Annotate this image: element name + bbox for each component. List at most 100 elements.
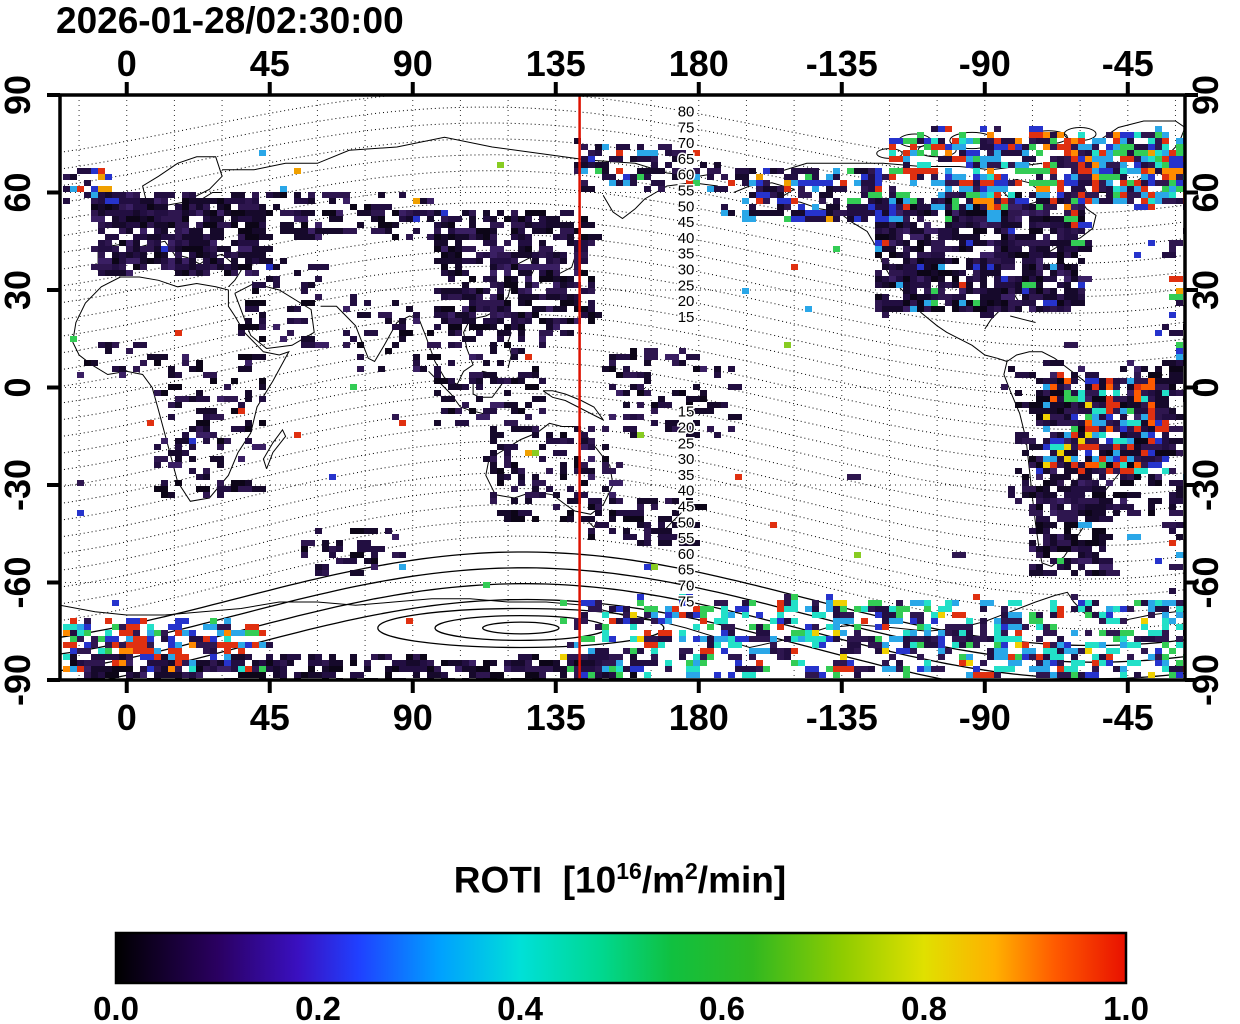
y-axis-tick-label-right: 60 — [1185, 172, 1226, 212]
colorbar-frame — [114, 931, 1128, 985]
x-axis-tick-label-top: 180 — [669, 43, 729, 84]
dip-contour-line — [60, 392, 1185, 480]
dip-contour-label: 40 — [678, 230, 695, 247]
roti-cluster-se-asia — [427, 330, 553, 426]
x-axis-tick-label-top: -90 — [959, 43, 1011, 84]
dip-contour-label: 45 — [678, 214, 695, 231]
x-axis-tick-label-bottom: -45 — [1102, 697, 1154, 738]
roti-cluster-antarctic-right-aurora — [560, 594, 1185, 678]
dip-contour-label: 75 — [678, 593, 695, 610]
y-axis-tick-label-left: 60 — [0, 172, 38, 212]
dip-contour-line — [60, 408, 1185, 497]
x-axis-tick-label-bottom: 180 — [669, 697, 729, 738]
dip-contour-line — [60, 376, 1185, 464]
roti-cluster-africa — [154, 354, 266, 498]
roti-cluster-north-america — [868, 192, 1092, 318]
coastline-path — [72, 276, 290, 502]
dip-contour-label: 25 — [678, 435, 695, 452]
colorbar-title-exp2: 2 — [685, 858, 698, 884]
roti-cluster-greenland-aurora — [1064, 138, 1185, 204]
dip-contour-label: 15 — [678, 309, 695, 326]
y-axis-tick-label-left: 30 — [0, 270, 38, 310]
dip-contour-line — [60, 201, 1185, 281]
dip-contour-label: 65 — [678, 562, 695, 579]
dip-contour-label: 20 — [678, 419, 695, 436]
y-axis-tick-label-right: -90 — [1185, 654, 1226, 706]
roti-cluster-west-pacific — [602, 348, 742, 438]
roti-cluster-siberia-arctic — [574, 138, 728, 192]
dip-contour-label: 30 — [678, 451, 695, 468]
timestamp: 2026-01-28/02:30:00 — [56, 0, 404, 41]
dip-contour-label: 60 — [678, 546, 695, 563]
dip-contour-label: 50 — [678, 198, 695, 215]
roti-cluster-east-asia — [434, 210, 602, 336]
dip-contour-label: 55 — [678, 182, 695, 199]
dip-contour-label: 35 — [678, 246, 695, 263]
y-axis-tick-label-left: 0 — [0, 377, 38, 397]
dip-contour-label: 60 — [678, 167, 695, 184]
x-axis-tick-label-bottom: -90 — [959, 697, 1011, 738]
y-axis-tick-label-right: 0 — [1185, 377, 1226, 397]
colorbar-tick-label: 0.8 — [901, 990, 947, 1024]
coastline-path — [1010, 315, 1036, 323]
x-axis-tick-label-bottom: 90 — [393, 697, 433, 738]
colorbar-gradient — [116, 933, 1126, 983]
coastline-path — [542, 390, 604, 421]
roti-cluster-antarctic-left-aurora — [63, 618, 273, 678]
dip-contour-label: 65 — [678, 151, 695, 168]
dip-contour-label: 25 — [678, 277, 695, 294]
dip-contour-label: 20 — [678, 293, 695, 310]
y-axis-tick-label-left: -90 — [0, 654, 38, 706]
dip-contour-labels: 8075706560555045403530252015152025303540… — [676, 102, 696, 612]
roti-cluster-iceland-north-atlantic — [63, 168, 119, 204]
roti-cluster-tasman-nz — [588, 498, 707, 546]
roti-cluster-west-africa — [77, 342, 168, 378]
x-axis-tick-label-top: 90 — [393, 43, 433, 84]
colorbar-tick-label: 0.0 — [93, 990, 139, 1024]
y-axis-tick-label-left: -60 — [0, 556, 38, 608]
coastline-path — [1003, 351, 1161, 567]
colorbar-title-suffix: /min] — [697, 859, 787, 901]
y-axis-tick-label-right: -60 — [1185, 556, 1226, 608]
x-axis-tick-label-bottom: 135 — [526, 697, 586, 738]
x-axis-tick-label-top: 135 — [526, 43, 586, 84]
colorbar-tick-label: 0.2 — [295, 990, 341, 1024]
dip-contour-oval — [377, 607, 665, 649]
y-axis-tick-label-right: -30 — [1185, 459, 1226, 511]
y-axis-tick-label-left: -30 — [0, 459, 38, 511]
dip-contour-line — [60, 535, 1185, 630]
dip-contour-line — [60, 361, 1185, 447]
x-axis-tick-label-bottom: 0 — [117, 697, 137, 738]
dip-contour-line — [60, 519, 1185, 613]
roti-pixels-layer — [63, 126, 1185, 680]
roti-cluster-s-indian-ocean — [301, 528, 406, 576]
colorbar-title: ROTI [1016/m2/min] — [0, 858, 1240, 901]
x-axis-tick-label-bottom: 45 — [250, 697, 290, 738]
dip-contour-label: 50 — [678, 514, 695, 531]
colorbar-title-prefix: ROTI [10 — [453, 859, 617, 901]
colorbar-title-mid: /m — [641, 859, 685, 901]
dip-contour-label: 15 — [678, 404, 695, 421]
colorbar-tick-label: 0.6 — [699, 990, 745, 1024]
colorbar-tick-label: 0.4 — [497, 990, 544, 1024]
dip-contour-line — [60, 217, 1185, 298]
dip-contour-label: 40 — [678, 483, 695, 500]
dip-contour-label: 75 — [678, 119, 695, 136]
roti-cluster-india — [343, 294, 427, 372]
y-axis-tick-label-right: 90 — [1185, 75, 1226, 115]
dip-contour-label: 70 — [678, 135, 695, 152]
y-axis-tick-label-left: 90 — [0, 75, 38, 115]
x-axis-tick-label-top: -45 — [1102, 43, 1154, 84]
dip-contour-label: 45 — [678, 498, 695, 515]
coastline-path — [262, 428, 287, 469]
x-axis-tick-label-top: -135 — [806, 43, 878, 84]
dip-contour-line — [60, 154, 1185, 231]
dip-contour-label: 80 — [678, 103, 695, 120]
colorbar-title-exp1: 16 — [616, 858, 642, 884]
roti-cluster-middle-east — [238, 258, 329, 348]
y-axis-tick-label-right: 30 — [1185, 270, 1226, 310]
roti-cluster-ocean-singles — [70, 150, 1155, 636]
dip-contour-label: 55 — [678, 530, 695, 547]
dip-contour-label: 30 — [678, 261, 695, 278]
